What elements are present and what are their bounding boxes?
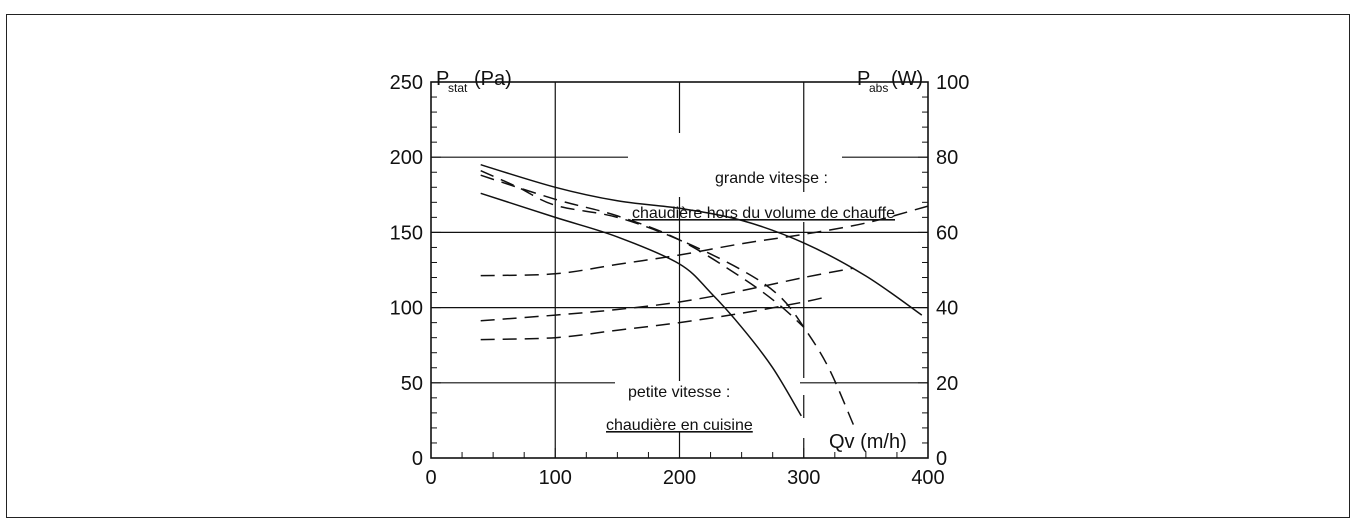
right-tick-label: 0 bbox=[936, 448, 947, 470]
grid-lines bbox=[430, 81, 929, 459]
series-group bbox=[480, 163, 929, 426]
left-tick-label: 250 bbox=[390, 72, 423, 94]
series-line-1 bbox=[480, 163, 923, 316]
high-speed-subtitle: chaudière hors du volume de chauffe bbox=[632, 205, 895, 222]
left-axis-title-main: P bbox=[436, 68, 449, 90]
low-speed-title: petite vitesse : bbox=[628, 384, 730, 401]
x-tick-label: 300 bbox=[787, 467, 820, 489]
x-tick-label: 200 bbox=[663, 467, 696, 489]
right-axis-title-unit: (W) bbox=[891, 68, 923, 90]
x-tick-label: 100 bbox=[539, 467, 572, 489]
right-tick-label: 20 bbox=[936, 373, 958, 395]
left-tick-label: 0 bbox=[412, 448, 423, 470]
right-axis-title-sub: abs bbox=[869, 81, 888, 95]
left-axis-title-sub: stat bbox=[448, 81, 468, 95]
right-tick-label: 60 bbox=[936, 222, 958, 244]
high-speed-title: grande vitesse : bbox=[715, 170, 828, 187]
left-tick-label: 150 bbox=[390, 222, 423, 244]
x-axis-label: Qv (m/h) bbox=[829, 431, 907, 453]
left-axis-title-unit: (Pa) bbox=[474, 68, 512, 90]
series-line-7 bbox=[480, 295, 829, 341]
x-tick-label: 0 bbox=[425, 467, 436, 489]
series-line-3 bbox=[480, 170, 855, 426]
left-tick-label: 100 bbox=[390, 298, 423, 320]
left-tick-labels: 0 50 100 150 200 250 bbox=[390, 72, 423, 470]
chart-frame bbox=[6, 14, 1350, 518]
x-tick-labels: 0 100 200 300 400 bbox=[425, 467, 944, 489]
right-tick-label: 80 bbox=[936, 147, 958, 169]
right-tick-label: 100 bbox=[936, 72, 969, 94]
low-speed-subtitle: chaudière en cuisine bbox=[606, 417, 753, 434]
series-line-6 bbox=[480, 267, 854, 322]
x-tick-label: 400 bbox=[911, 467, 944, 489]
left-tick-label: 200 bbox=[390, 147, 423, 169]
right-axis-title-main: P bbox=[857, 68, 870, 90]
series-line-5 bbox=[480, 205, 929, 277]
tick-marks bbox=[430, 81, 929, 459]
series-line-2 bbox=[480, 192, 802, 417]
right-tick-label: 40 bbox=[936, 298, 958, 320]
left-tick-label: 50 bbox=[401, 373, 423, 395]
right-tick-labels: 0 20 40 60 80 100 bbox=[936, 72, 969, 470]
series-line-4 bbox=[480, 174, 805, 328]
